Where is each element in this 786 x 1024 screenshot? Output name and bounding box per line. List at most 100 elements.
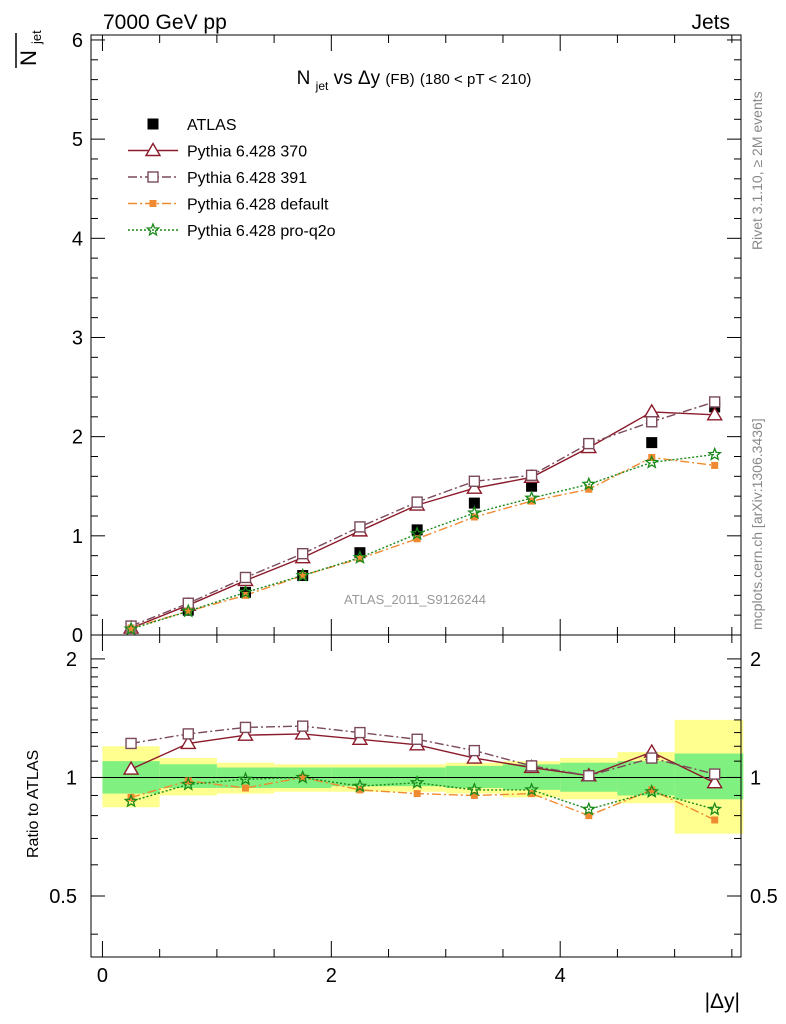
ratio-line-pq2o xyxy=(130,776,715,811)
legend: ATLAS Pythia 6.428 370 Pythia 6.428 391 Pyt… xyxy=(128,117,336,240)
data-point-pq2o xyxy=(409,526,425,541)
data-point-pq2o xyxy=(238,584,253,599)
title-small: (FB) xyxy=(385,71,414,88)
ratio-y-axis: 0.5 0.5 1 1 2 2 xyxy=(49,649,778,935)
ratio-point-p391 xyxy=(646,752,658,764)
mcplots-label: mcplots.cern.ch [arXiv:1306.3436] xyxy=(749,418,765,630)
main-y-tick-label: 2 xyxy=(72,427,83,449)
ratio-point-pdefault xyxy=(711,816,719,824)
ratio-y-tick-label-left: 0.5 xyxy=(49,886,77,908)
data-point-pq2o xyxy=(180,603,196,618)
data-point-pq2o xyxy=(467,505,482,520)
ratio-point-p370 xyxy=(122,760,140,775)
ratio-point-p370 xyxy=(180,735,197,750)
main-series-markers xyxy=(122,396,723,636)
legend-marker-atlas xyxy=(147,118,159,130)
legend-marker-p370 xyxy=(144,142,162,157)
ratio-point-pdefault xyxy=(648,786,656,794)
ratio-point-pq2o xyxy=(180,776,196,791)
legend-label-pdefault: Pythia 6.428 default xyxy=(187,197,329,214)
ratio-uncertainty-bands xyxy=(102,719,744,834)
ratio-y-tick-label-left: 1 xyxy=(66,767,77,789)
ratio-point-p391 xyxy=(525,760,538,772)
ratio-point-p391 xyxy=(708,768,721,780)
main-x-axis xyxy=(101,35,733,635)
data-point-pdefault xyxy=(711,461,719,469)
main-y-tick-label: 3 xyxy=(72,327,83,349)
ratio-point-pdefault xyxy=(413,790,421,798)
data-point-pq2o xyxy=(644,454,660,469)
uncertainty-band-inner xyxy=(159,764,217,789)
ratio-point-p391 xyxy=(354,726,366,739)
data-point-atlas xyxy=(411,524,423,536)
main-y-axis: 0 1 2 3 4 5 6 xyxy=(72,30,741,647)
data-point-p370 xyxy=(706,406,723,421)
category-label: Jets xyxy=(691,11,730,34)
ratio-point-pdefault xyxy=(470,791,478,799)
ratio-plot-frame xyxy=(90,634,742,958)
ratio-point-p370 xyxy=(466,749,483,764)
ratio-point-pq2o xyxy=(467,782,482,797)
data-point-atlas xyxy=(468,497,480,509)
main-y-tick-label: 4 xyxy=(72,228,83,250)
ratio-point-pq2o xyxy=(352,778,368,793)
ratio-point-p391 xyxy=(125,737,137,750)
data-point-p391 xyxy=(708,396,721,408)
ratio-point-p370 xyxy=(294,725,311,740)
data-point-pdefault xyxy=(127,624,135,632)
data-point-p370 xyxy=(643,403,660,418)
data-point-atlas xyxy=(526,480,538,492)
ratio-y-tick-label-right: 0.5 xyxy=(750,886,778,908)
data-point-p391 xyxy=(646,416,658,428)
ratio-y-tick-label-right: 2 xyxy=(750,649,761,671)
ratio-x-axis: 0 2 4 xyxy=(97,635,733,987)
data-point-p391 xyxy=(297,547,309,560)
data-point-pq2o xyxy=(352,549,368,564)
ratio-point-p391 xyxy=(583,770,595,782)
ratio-point-pdefault xyxy=(585,812,593,820)
main-y-axis-label: N jet xyxy=(15,30,44,68)
ratio-y-axis-label: Ratio to ATLAS xyxy=(25,750,42,858)
main-y-tick-label: 1 xyxy=(72,526,83,548)
ratio-point-p391 xyxy=(411,733,423,745)
ratio-point-pdefault xyxy=(184,777,192,785)
main-y-tick-label: 5 xyxy=(72,129,83,151)
rivet-version-label: Rivet 3.1.10, ≥ 2M events xyxy=(749,91,765,250)
ratio-point-pq2o xyxy=(524,782,539,797)
title-sub: jet xyxy=(315,79,329,93)
uncertainty-band-inner xyxy=(674,753,744,800)
legend-marker-pdefault xyxy=(149,200,157,207)
legend-marker-pq2o xyxy=(145,222,161,237)
ratio-y-tick-label-right: 1 xyxy=(750,767,761,789)
title-main: N xyxy=(297,68,311,89)
legend-label-pq2o: Pythia 6.428 pro-q2o xyxy=(187,223,336,240)
ratio-point-p391 xyxy=(468,744,481,757)
main-y-tick-label: 6 xyxy=(72,30,83,52)
title-cut: (180 < pT < 210) xyxy=(420,71,531,88)
ratio-point-p370 xyxy=(237,726,254,741)
chart-title: N jet vs Δy (FB) (180 < pT < 210) xyxy=(297,68,532,95)
ratio-point-p370 xyxy=(351,730,369,745)
ratio-series-markers xyxy=(122,720,723,824)
main-y-tick-label: 0 xyxy=(72,625,83,647)
data-point-pdefault xyxy=(585,485,593,493)
y-label-main: N xyxy=(16,50,41,66)
ratio-point-pq2o xyxy=(295,769,311,784)
data-point-p391 xyxy=(468,475,481,487)
legend-label-p391: Pythia 6.428 391 xyxy=(187,170,307,187)
uncertainty-band-inner xyxy=(331,767,389,787)
ratio-point-p391 xyxy=(182,728,194,740)
ratio-point-pq2o xyxy=(238,771,253,786)
ratio-y-tick-label-left: 2 xyxy=(66,649,77,671)
analysis-id-label: ATLAS_2011_S9126244 xyxy=(344,592,486,607)
ratio-point-pdefault xyxy=(127,793,135,801)
data-point-p391 xyxy=(354,521,366,533)
beam-label: 7000 GeV pp xyxy=(103,11,227,34)
legend-label-p370: Pythia 6.428 370 xyxy=(187,144,307,161)
title-vs: vs Δy xyxy=(334,68,381,89)
data-point-pq2o xyxy=(524,490,539,505)
data-point-pdefault xyxy=(356,555,364,563)
data-point-pdefault xyxy=(470,513,478,521)
x-axis-label: |Δy| xyxy=(705,990,740,1013)
